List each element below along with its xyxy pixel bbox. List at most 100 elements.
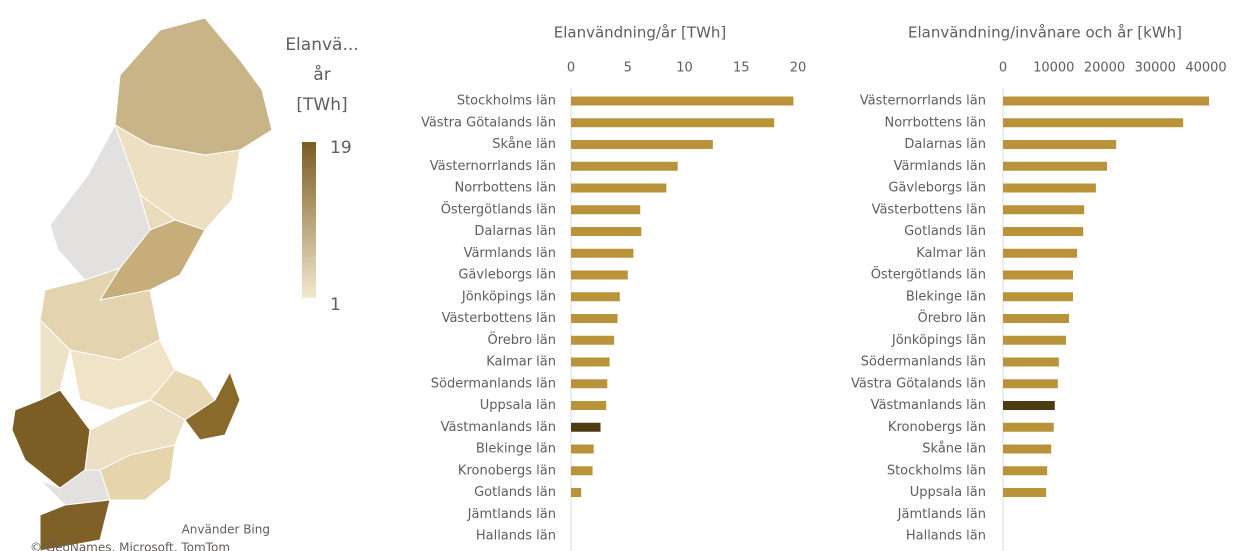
category-label: Uppsala län [910,485,986,500]
bar [1003,379,1058,389]
category-label: Blekinge län [906,289,986,304]
category-label: Jämtlands län [897,507,986,522]
category-label: Östergötlands län [871,266,986,283]
category-label: Jönköpings län [891,333,986,348]
category-label: Jönköpings län [461,289,556,304]
category-label: Örebro län [487,331,556,348]
x-tick-label: 10000 [1033,61,1074,76]
bar [1003,118,1184,128]
x-tick-label: 0 [567,61,575,76]
bar [1003,161,1108,171]
category-label: Blekinge län [476,442,556,457]
region [114,17,273,156]
x-tick-label: 15 [733,61,750,76]
region [184,370,241,441]
legend-title: Elanvä... [285,35,358,55]
x-tick-label: 10 [676,61,693,76]
category-label: Jämtlands län [467,507,556,522]
bar [1003,270,1074,280]
x-tick-label: 40000 [1185,61,1226,76]
category-label: Västerbottens län [872,202,986,217]
bar [1003,488,1047,497]
bar [1003,335,1066,345]
category-label: Uppsala län [480,398,556,413]
category-label: Gävleborgs län [888,181,986,196]
category-label: Östergötlands län [441,200,556,217]
bar [571,357,610,367]
category-label: Stockholms län [887,463,986,478]
bar [1003,466,1048,476]
category-label: Kronobergs län [888,420,986,435]
x-tick-label: 20 [790,61,807,76]
region [39,499,111,551]
legend-max: 19 [330,138,352,158]
bar [1003,314,1069,323]
bar [571,118,775,128]
category-label: Gävleborgs län [458,268,556,283]
legend-gradient [302,142,316,298]
category-label: Gotlands län [474,485,556,500]
bar [571,183,667,193]
bar [571,270,628,280]
bar [571,444,594,454]
category-label: Stockholms län [457,94,556,109]
region [11,389,91,489]
category-label: Kalmar län [916,246,986,261]
category-label: Kronobergs län [458,463,556,478]
category-label: Södermanlands län [861,355,986,370]
category-label: Gotlands län [904,224,986,239]
category-label: Hallands län [906,529,986,544]
bar [571,161,678,171]
category-label: Värmlands län [894,159,986,174]
category-label: Dalarnas län [904,137,986,152]
category-label: Hallands län [476,529,556,544]
category-label: Västra Götalands län [421,115,556,130]
bar [571,314,618,323]
bar [1003,357,1059,367]
map-attribution: Använder Bing [182,523,270,537]
legend-title: år [313,64,330,85]
bar [1003,96,1210,106]
category-label: Norrbottens län [885,115,987,130]
bar [571,140,713,149]
x-tick-label: 5 [624,61,632,76]
map-copyright: © GeoNames, Microsoft, TomTom [30,541,230,551]
bar [571,466,593,476]
category-label: Skåne län [492,137,556,152]
bar [571,401,607,410]
chart-title: Elanvändning/år [TWh] [554,24,727,42]
bar [571,379,608,389]
bar [571,227,642,236]
legend-title: [TWh] [296,95,347,115]
category-label: Västmanlands län [871,398,986,413]
legend-min: 1 [330,295,341,315]
bar [1003,140,1117,149]
x-tick-label: 30000 [1135,61,1176,76]
bar [571,248,634,258]
category-label: Norrbottens län [455,181,557,196]
x-tick-label: 20000 [1084,61,1125,76]
bar [571,205,641,215]
category-label: Örebro län [917,309,986,326]
category-label: Västra Götalands län [851,376,986,391]
bar [1003,205,1085,215]
bar [571,422,601,432]
map [11,17,273,551]
chart-title: Elanvändning/invånare och år [kWh] [908,24,1182,42]
category-label: Dalarnas län [474,224,556,239]
bar [1003,248,1078,258]
bar [571,335,615,345]
category-label: Kalmar län [486,355,556,370]
bar [571,96,794,106]
bar [571,292,620,302]
bar [1003,183,1096,193]
category-label: Skåne län [922,442,986,457]
bar [1003,227,1084,236]
bar [1003,422,1054,432]
bar [1003,401,1055,410]
category-label: Västernorrlands län [430,159,556,174]
category-label: Södermanlands län [431,376,556,391]
category-label: Västernorrlands län [860,94,986,109]
bar [571,488,582,497]
